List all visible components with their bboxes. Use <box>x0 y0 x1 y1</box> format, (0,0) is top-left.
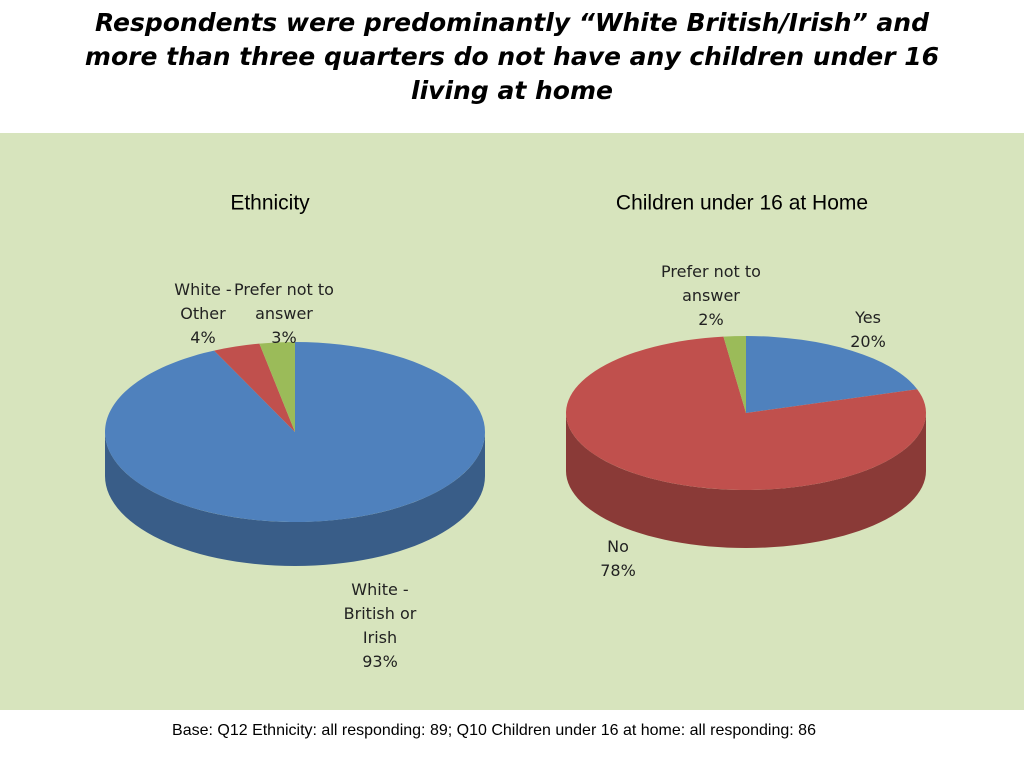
slice <box>566 336 927 491</box>
slice-category: Yes <box>855 308 881 327</box>
slice-value-label: 3% <box>271 328 297 347</box>
slice-label: Prefer not to answer 3% <box>229 278 339 350</box>
slide-title: Respondents were predominantly “White Br… <box>84 8 940 105</box>
slice-side <box>105 432 485 566</box>
slice-category: White - British or Irish <box>343 580 417 647</box>
slice-value-label: 4% <box>190 328 216 347</box>
slice <box>259 342 295 432</box>
slice-label: White - British or Irish 93% <box>330 578 430 674</box>
slice-value-label: 2% <box>698 310 724 329</box>
slice-label: Prefer not to answer 2% <box>656 260 766 332</box>
slice <box>723 336 746 413</box>
slice-value-label: 93% <box>362 652 398 671</box>
slice <box>214 343 295 432</box>
slice-value-label: 78% <box>600 561 636 580</box>
slice-category: Prefer not to answer <box>661 262 761 305</box>
slice-value-label: 20% <box>850 332 886 351</box>
slice-label: No 78% <box>588 535 648 583</box>
slice <box>746 336 918 413</box>
slice-category: Prefer not to answer <box>234 280 334 323</box>
slice-category: White - Other <box>174 280 232 323</box>
slice-side <box>566 413 926 548</box>
chart-title: Ethnicity <box>230 192 310 215</box>
chart-title: Children under 16 at Home <box>616 192 868 215</box>
slice-label: Yes 20% <box>838 306 898 354</box>
slice <box>104 342 485 522</box>
slice-label: White - Other 4% <box>163 278 243 350</box>
footnote: Base: Q12 Ethnicity: all responding: 89;… <box>172 722 816 739</box>
slice-category: No <box>607 537 629 556</box>
